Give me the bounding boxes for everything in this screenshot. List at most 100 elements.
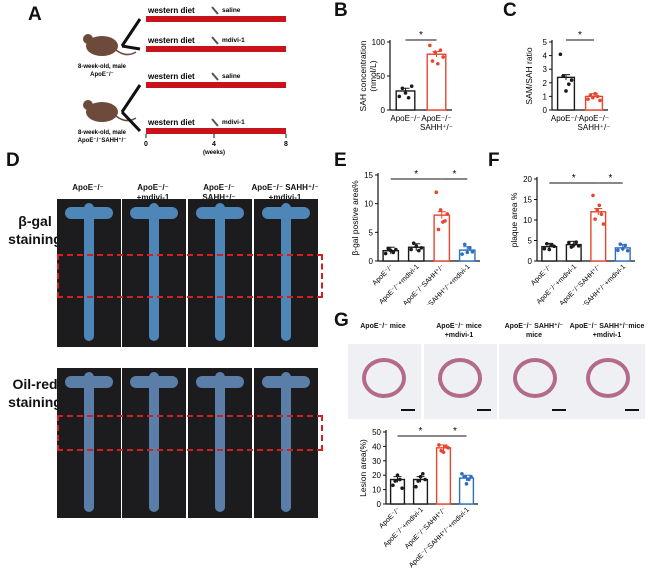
syringe-icon (211, 118, 219, 127)
syringe-icon (211, 72, 219, 81)
aorta-photo (188, 368, 252, 518)
y-tick-label: 5 (543, 38, 548, 47)
panel-letter-e: E (334, 150, 347, 171)
y-tick-label: 1 (543, 92, 548, 101)
y-tick-label: 100 (372, 38, 386, 47)
axis-tick-label: 0 (144, 141, 148, 148)
x-tick-label: ApoE⁻/⁻SAHH⁺/⁻ (403, 506, 448, 551)
aorta-photo (57, 368, 121, 518)
roi-box-top (57, 254, 323, 298)
aorta-photo (57, 199, 121, 347)
data-point (460, 471, 464, 476)
y-axis-label: Lesion area(%) (358, 439, 368, 497)
aorta-photo (254, 199, 318, 347)
y-tick-label: 50 (372, 428, 381, 437)
arrow-icon (120, 110, 142, 133)
group-header: ApoE⁻/⁻ SAHH⁺/⁻ mice (504, 323, 564, 339)
y-axis-label: plaque area % (509, 192, 519, 247)
data-point (576, 244, 581, 248)
sig-star: * (419, 30, 423, 41)
y-axis-label-line: Lesion area(%) (358, 439, 368, 497)
aorta-vessel (215, 372, 225, 512)
aorta-vessel (149, 203, 159, 341)
bar (590, 211, 607, 262)
data-point (400, 486, 404, 490)
y-tick-label: 0 (377, 500, 382, 509)
data-point (588, 93, 593, 97)
y-tick-label: 15 (523, 196, 532, 205)
row-label-oil-red: Oil-red staining (8, 376, 62, 410)
data-point (436, 227, 441, 232)
data-point (598, 98, 602, 103)
diet-label: western diet (147, 72, 195, 81)
data-point (586, 97, 590, 101)
data-point (558, 52, 563, 57)
y-tick-label: 3 (543, 65, 548, 74)
data-point (569, 78, 574, 82)
aortic-arch (262, 207, 310, 219)
treatment-label: saline (222, 73, 241, 80)
axis-unit-label: (weeks) (203, 150, 225, 156)
bar (458, 477, 475, 505)
treatment-label: saline (222, 7, 241, 14)
aorta-vessel (149, 372, 159, 512)
aorta-vessel (281, 372, 291, 512)
panel-letter-a: A (28, 4, 42, 25)
arrow-icon (121, 44, 141, 51)
aorta-vessel (84, 203, 94, 341)
data-point (564, 89, 568, 93)
aorta-vessel (215, 203, 225, 341)
mouse-tail-icon (115, 49, 137, 56)
y-tick-label: 4 (543, 52, 548, 61)
data-point (552, 244, 556, 249)
y-axis-label: SAM/SAH ratio (524, 47, 534, 104)
y-tick-label: 0 (543, 106, 548, 115)
data-point (616, 248, 620, 253)
aorta-photo (122, 199, 186, 347)
syringe-icon (211, 6, 219, 15)
y-tick-label: 40 (372, 442, 381, 451)
histology-image (499, 344, 572, 419)
data-point (441, 55, 445, 59)
data-point (542, 246, 547, 251)
panel-letter-b: B (334, 0, 348, 21)
panel-letter-g: G (334, 310, 349, 331)
data-point (414, 244, 419, 248)
y-axis-label: β-gal postive area% (350, 180, 360, 256)
data-point (430, 59, 435, 63)
group-header: ApoE⁻/⁻ SAHH⁺/⁻mice +mdivi-1 (569, 323, 645, 339)
y-axis-label-line: (nmol/L) (368, 60, 378, 91)
data-point (391, 483, 395, 488)
diet-bar (146, 128, 286, 134)
data-point (406, 95, 411, 100)
vessel-cross-section (513, 358, 557, 398)
histology-image (572, 344, 645, 419)
data-point (394, 247, 398, 252)
diet-bar (146, 82, 286, 88)
data-point (397, 94, 402, 99)
data-point (418, 474, 423, 479)
x-tick-label: ApoE⁻/⁻ (421, 114, 451, 123)
group-header: ApoE⁻/⁻ mice +mdivi-1 (436, 323, 482, 339)
aortic-arch (262, 376, 310, 388)
sig-star: * (453, 169, 457, 180)
y-axis-label: SAH concentration(nmol/L) (358, 40, 378, 111)
aorta-vessel (84, 372, 94, 512)
aortic-arch (130, 207, 178, 219)
diet-label: western diet (147, 118, 195, 127)
data-point (383, 251, 388, 256)
data-point (434, 190, 439, 194)
data-point (438, 208, 443, 212)
panel-letter-f: F (488, 150, 500, 171)
y-tick-label: 5 (528, 237, 533, 246)
chart-c: 0 1 2 3 4 5 SAM/SAH ratio ApoE⁻/⁻ApoE⁻/⁻SAHH⁺/⁻… (524, 30, 610, 132)
diet-bar (146, 46, 286, 52)
syringe-icon (211, 36, 219, 45)
data-point (593, 217, 597, 221)
bar (556, 76, 576, 111)
group-header: ApoE⁻/⁻ SAHH⁺/⁻ +mdivi-1 (251, 183, 319, 202)
histology-image (348, 344, 421, 419)
y-tick-label: 10 (523, 216, 532, 225)
